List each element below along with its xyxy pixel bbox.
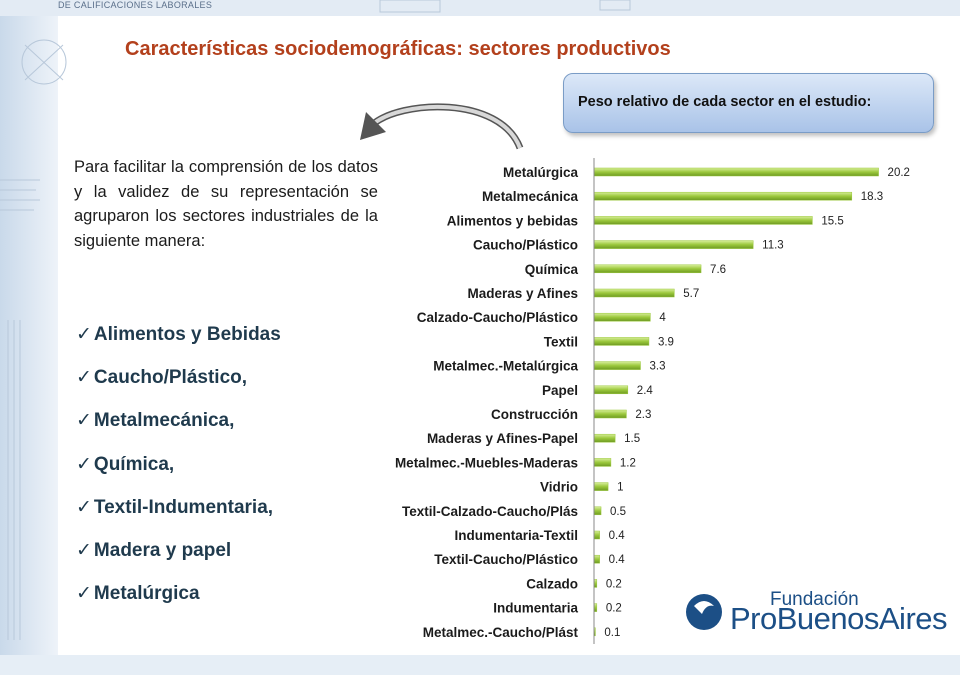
value-label: 3.9	[658, 336, 674, 348]
category-label: Construcción	[491, 407, 578, 422]
check-item: Alimentos y Bebidas	[76, 320, 281, 363]
category-label: Metalmec.-Caucho/Plást	[423, 625, 579, 640]
value-label: 0.1	[604, 627, 620, 639]
check-item: Metalúrgica	[76, 579, 281, 622]
bar	[593, 530, 600, 540]
bar-chart: Metalúrgica 20.2 Metalmecánica 18.3 Alimento…	[395, 158, 910, 644]
category-label: Metalmec.-Metalúrgica	[433, 359, 578, 374]
left-strip	[0, 0, 58, 675]
logo-line2: ProBuenosAires	[730, 601, 948, 636]
paragraph: Para facilitar la comprensión de los dat…	[74, 158, 378, 250]
category-label: Alimentos y bebidas	[447, 213, 578, 228]
bar	[593, 312, 651, 322]
bar	[593, 264, 702, 274]
callout-text: Peso relativo de cada sector en el estud…	[578, 94, 872, 110]
bar	[593, 288, 675, 298]
bar	[593, 337, 650, 346]
bar	[593, 385, 629, 395]
bar	[593, 433, 616, 443]
check-item: Textil-Indumentaria,	[76, 493, 281, 536]
value-label: 15.5	[821, 215, 843, 227]
header-subtitle: DE CALIFICACIONES LABORALES	[58, 0, 213, 10]
slide-title: Características sociodemográficas: secto…	[125, 38, 671, 60]
bar	[593, 240, 754, 249]
top-strip	[0, 0, 960, 16]
category-label: Metalmec.-Muebles-Maderas	[395, 455, 578, 470]
value-label: 3.3	[649, 361, 665, 373]
check-item: Madera y papel	[76, 536, 281, 579]
value-label: 1	[617, 482, 623, 494]
value-label: 0.2	[606, 603, 622, 615]
bar	[593, 216, 813, 225]
bar	[593, 458, 612, 467]
value-label: 1.5	[624, 433, 640, 445]
category-label: Textil-Calzado-Caucho/Plás	[402, 504, 578, 519]
category-label: Textil	[544, 334, 578, 349]
value-label: 0.4	[609, 554, 626, 566]
category-label: Calzado-Caucho/Plástico	[417, 310, 578, 325]
value-label: 1.2	[620, 457, 636, 469]
value-label: 5.7	[683, 288, 699, 300]
category-label: Maderas y Afines	[467, 286, 578, 301]
category-label: Caucho/Plástico	[473, 238, 578, 253]
value-label: 4	[659, 312, 666, 324]
value-label: 2.4	[637, 385, 654, 397]
value-label: 7.6	[710, 264, 726, 276]
value-label: 11.3	[762, 240, 784, 252]
bottom-strip	[0, 655, 960, 675]
arrow-head	[360, 112, 386, 140]
logo-line1: Fundación	[770, 589, 859, 610]
decoration	[0, 0, 631, 640]
category-label: Maderas y Afines-Papel	[427, 431, 578, 446]
bar	[593, 191, 853, 201]
category-label: Metalmecánica	[482, 189, 579, 204]
checklist: Alimentos y BebidasCaucho/Plástico,Metal…	[76, 320, 281, 622]
value-label: 2.3	[635, 409, 651, 421]
category-label: Indumentaria-Textil	[454, 528, 578, 543]
value-label: 0.4	[609, 530, 626, 542]
curved-arrow-fill	[370, 104, 522, 149]
category-label: Textil-Caucho/Plástico	[434, 552, 578, 567]
bar	[593, 361, 641, 370]
bar	[593, 409, 627, 419]
value-label: 0.5	[610, 506, 626, 518]
bar	[593, 554, 600, 564]
bar	[593, 506, 602, 516]
check-item: Química,	[76, 450, 281, 493]
logo-mark	[686, 594, 722, 630]
bar	[593, 482, 609, 491]
logo-swoosh	[694, 601, 714, 614]
check-item: Caucho/Plástico,	[76, 363, 281, 406]
value-label: 0.2	[606, 578, 622, 590]
category-label: Metalúrgica	[503, 165, 579, 180]
value-label: 18.3	[861, 191, 883, 203]
category-label: Calzado	[526, 576, 578, 591]
check-item: Metalmecánica,	[76, 406, 281, 449]
callout-box: Peso relativo de cada sector en el estud…	[563, 73, 934, 133]
category-label: Química	[525, 262, 579, 277]
category-label: Indumentaria	[493, 601, 578, 616]
bar	[593, 167, 879, 177]
category-label: Vidrio	[540, 480, 578, 495]
value-label: 20.2	[888, 167, 910, 179]
category-label: Papel	[542, 383, 578, 398]
